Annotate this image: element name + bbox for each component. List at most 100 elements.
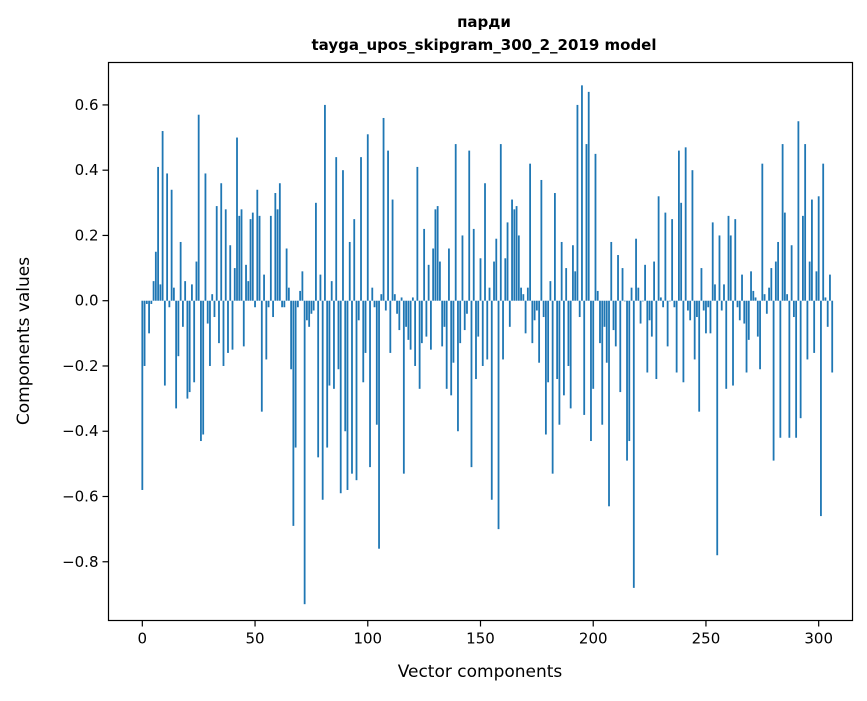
bar-46 [245,264,247,301]
bar-166 [515,206,518,301]
bar-225 [648,300,651,321]
bar-204 [601,300,604,425]
bar-196 [583,300,586,415]
bar-114 [398,300,401,331]
bar-53 [260,300,263,412]
bar-32 [213,300,216,318]
bar-93 [351,300,353,474]
bar-64 [285,248,288,301]
bar-222 [641,300,644,302]
bar-34 [218,300,220,344]
bar-191 [572,245,574,301]
bar-152 [484,183,486,301]
y-tick-label: −0.4 [62,422,98,440]
bar-44 [240,209,243,301]
chart-title-line1: парди [457,13,511,31]
bar-292 [799,300,802,419]
bar-131 [436,206,439,301]
bar-24 [195,261,198,301]
bar-141 [459,300,462,344]
bar-98 [362,300,365,383]
bar-305 [829,274,831,301]
bar-299 [815,271,818,301]
bar-233 [666,300,669,347]
bar-168 [520,287,522,301]
bar-50 [254,300,256,308]
bar-4 [150,300,153,304]
bar-163 [508,300,511,327]
bar-3 [148,300,150,334]
bar-17 [179,241,182,301]
x-ticks: 0 50 100 150 200 250 300 [138,620,833,648]
bar-304 [826,300,829,327]
plot-area-frame [107,61,854,622]
bar-212 [619,300,622,393]
bar-159 [499,144,502,301]
bar-99 [364,300,367,353]
bar-155 [490,300,493,500]
bar-72 [303,300,306,605]
bar-123 [418,300,421,389]
bar-27 [202,300,205,435]
bar-257 [720,300,723,311]
bar-122 [416,166,419,301]
bar-55 [265,300,268,360]
bar-244 [691,170,694,301]
bar-52 [258,215,261,301]
bar-294 [804,144,807,301]
bar-160 [502,300,504,360]
bar-229 [657,196,660,301]
bar-258 [723,284,725,301]
bar-116 [402,300,405,474]
bar-193 [576,104,579,301]
bar-174 [533,300,536,321]
bar-278 [768,287,770,301]
bar-113 [396,300,398,314]
bar-22 [191,284,193,301]
bar-12 [168,300,171,308]
x-tick-label: 150 [466,630,495,648]
bar-107 [382,117,385,301]
bar-182 [551,300,554,474]
y-tick-label: −0.6 [62,488,98,506]
bar-242 [687,300,689,311]
bar-69 [296,300,299,308]
bar-221 [639,300,642,324]
bar-132 [439,261,441,301]
bar-86 [335,157,338,301]
x-tick-label: 100 [353,630,382,648]
bar-230 [659,297,662,301]
bar-49 [251,212,254,301]
bar-80 [321,300,324,500]
bar-39 [229,245,232,301]
bar-65 [287,287,290,301]
bar-199 [590,300,592,442]
bar-188 [565,268,568,301]
bar-177 [540,179,543,301]
bar-151 [481,300,484,366]
bar-45 [242,300,245,347]
bar-133 [441,300,444,347]
bar-66 [290,300,293,370]
bar-192 [574,271,577,301]
bar-223 [644,264,646,301]
bar-298 [813,300,816,353]
bar-276 [763,294,766,301]
bar-95 [355,300,358,481]
bar-300 [817,196,820,301]
y-axis-label: Components values [14,257,34,425]
bar-252 [709,300,712,334]
bar-194 [578,300,581,318]
bar-275 [761,163,764,301]
bar-306 [831,300,834,373]
bar-81 [324,104,326,301]
bar-201 [594,153,597,301]
bar-79 [319,274,322,301]
bar-184 [556,300,559,380]
bar-58 [272,300,274,318]
y-ticks: −0.8 −0.6 −0.4 −0.2 0.0 0.2 0.4 0.6 [62,96,109,571]
bar-115 [400,297,403,301]
bar-31 [211,294,214,301]
bar-10 [163,300,166,386]
